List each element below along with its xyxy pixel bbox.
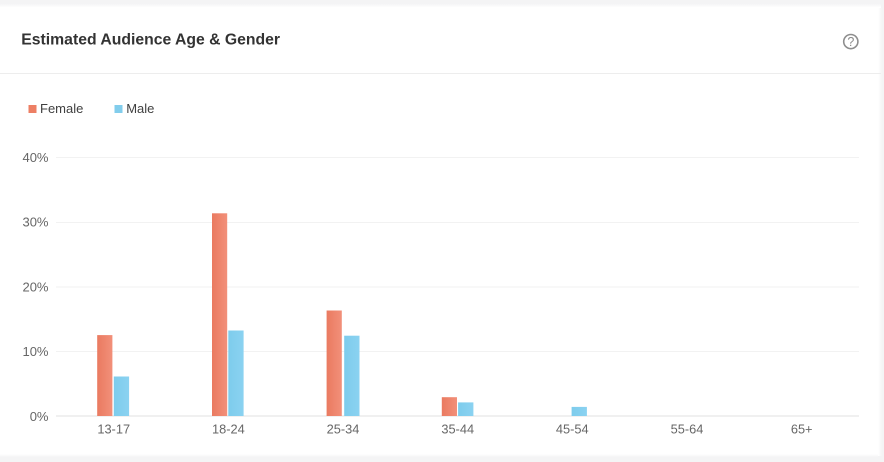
svg-text:Male: Male bbox=[126, 101, 154, 116]
svg-text:Estimated Audience Age & Gende: Estimated Audience Age & Gender bbox=[21, 32, 280, 49]
svg-text:55-64: 55-64 bbox=[671, 421, 704, 436]
svg-text:Female: Female bbox=[40, 101, 83, 116]
svg-text:40%: 40% bbox=[22, 150, 48, 165]
svg-text:30%: 30% bbox=[22, 215, 48, 230]
svg-text:0%: 0% bbox=[30, 409, 49, 424]
svg-text:18-24: 18-24 bbox=[212, 421, 245, 436]
svg-text:25-34: 25-34 bbox=[327, 421, 360, 436]
svg-text:45-54: 45-54 bbox=[556, 421, 589, 436]
svg-text:35-44: 35-44 bbox=[441, 421, 474, 436]
svg-text:?: ? bbox=[847, 35, 854, 49]
svg-text:10%: 10% bbox=[22, 344, 48, 359]
svg-text:13-17: 13-17 bbox=[97, 421, 130, 436]
svg-text:20%: 20% bbox=[22, 279, 48, 294]
svg-text:65+: 65+ bbox=[791, 421, 813, 436]
